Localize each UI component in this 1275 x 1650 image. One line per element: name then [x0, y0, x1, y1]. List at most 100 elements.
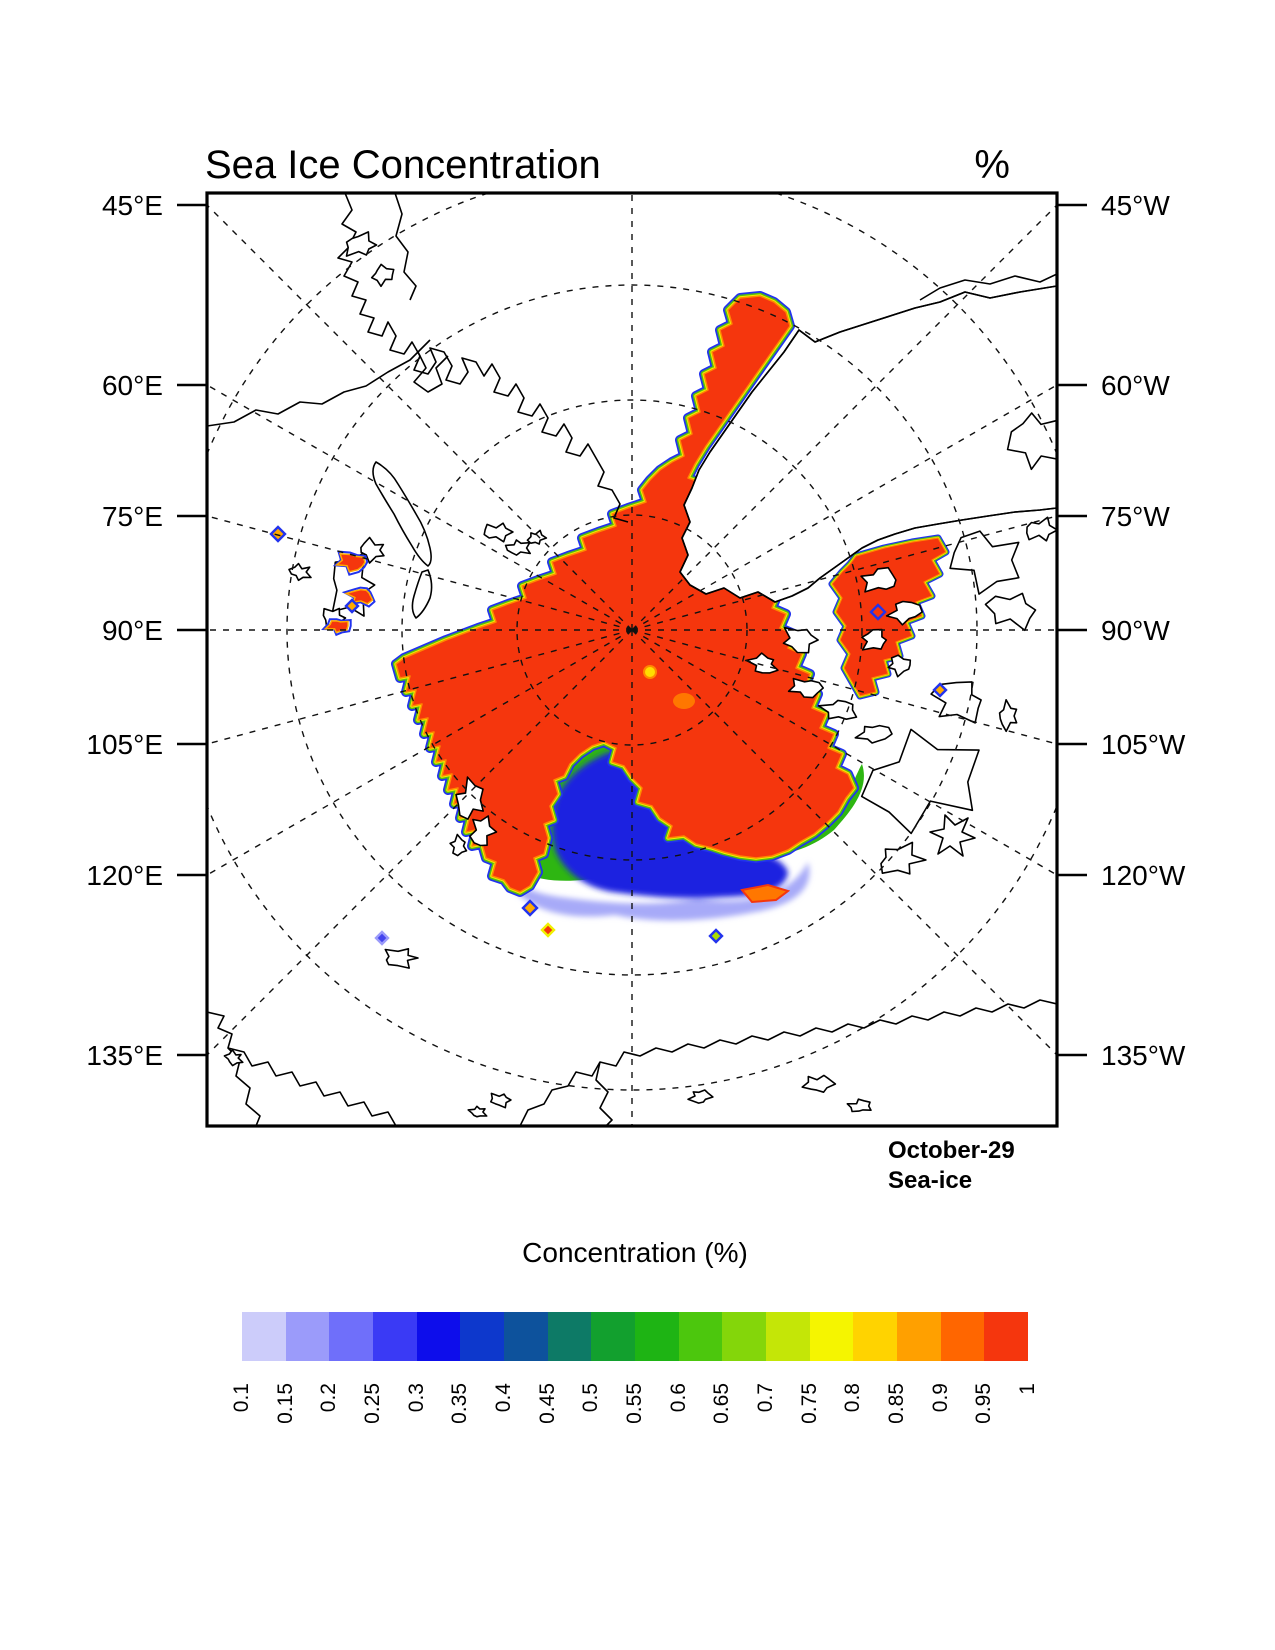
colorbar-tick-text: 0.9 [928, 1383, 952, 1413]
colorbar-tick-text: 1 [1016, 1383, 1039, 1395]
colorbar-tick-text: 0.8 [841, 1383, 865, 1413]
colorbar-tick-text: 0.1 [230, 1383, 253, 1413]
colorbar-tick-label: 0.15 [274, 1383, 298, 1493]
colorbar-tick-label: 0.75 [798, 1383, 822, 1493]
ellesmere-north-coast [919, 273, 1057, 301]
left-axis-label: 90°E [102, 615, 163, 646]
ice-diamond [269, 525, 287, 543]
colorbar-tick-label: 0.95 [972, 1383, 996, 1493]
colorbar-tick-text: 0.75 [797, 1383, 821, 1424]
scandinavia-russia-coast [337, 193, 629, 523]
colorbar-tick-text: 0.55 [623, 1383, 646, 1424]
chukotka-coast [207, 1011, 397, 1126]
ice-diamond [932, 682, 948, 698]
ice-diamond [521, 899, 539, 917]
right-axis-label: 75°W [1101, 501, 1170, 532]
ice-diamond [374, 930, 390, 946]
left-axis-label: 75°E [102, 501, 163, 532]
left-axis-label: 120°E [86, 860, 163, 891]
colorbar-tick-label: 0.25 [361, 1383, 385, 1493]
detached-ice-streak [740, 883, 791, 904]
colorbar-cell-0.45-0.5 [547, 1312, 592, 1361]
archipelago-island [860, 566, 897, 593]
plot-title: Sea Ice Concentration [205, 143, 601, 187]
variable-annotation: Sea-ice [888, 1167, 972, 1194]
colorbar-cell-0.8-0.85 [853, 1312, 898, 1361]
archipelago-island [984, 592, 1037, 632]
seward-peninsula [595, 1061, 613, 1126]
colorbar-tick-label: 0.9 [929, 1383, 953, 1493]
interior-anomaly-orange [673, 693, 695, 709]
wrangel-island [384, 948, 419, 969]
left-axis-label: 105°E [86, 729, 163, 760]
colorbar-tick-label: 0.85 [885, 1383, 909, 1493]
colorbar-tick-text: 0.95 [972, 1383, 996, 1424]
colorbar-cell-0.3-0.35 [416, 1312, 461, 1361]
colorbar-tick-text: 0.45 [535, 1383, 559, 1424]
greenland-coast [679, 285, 1057, 603]
colorbar-tick-label: 0.35 [448, 1383, 472, 1493]
island [998, 699, 1018, 733]
ice-diamond [344, 598, 360, 614]
colorbar-tick-text: 0.7 [754, 1383, 777, 1413]
colorbar-tick-label: 0.8 [841, 1383, 865, 1493]
kola-coast [207, 339, 431, 427]
archipelago-island [887, 654, 912, 678]
norway-fjords [394, 193, 417, 301]
franz-josef-islet [483, 522, 514, 543]
graticule [207, 193, 1057, 1126]
coastal-ice-patch [334, 553, 366, 573]
archipelago-island [782, 626, 819, 654]
colorbar-cell-0.65-0.7 [722, 1312, 767, 1361]
left-axis-label: 135°E [86, 1040, 163, 1071]
island [345, 231, 378, 257]
colorbar-cell-0.35-0.4 [460, 1312, 505, 1361]
colorbar-tick-label: 1 [1016, 1383, 1040, 1493]
franz-josef-islet [526, 529, 548, 545]
island [370, 263, 395, 288]
colorbar-tick-label: 0.2 [317, 1383, 341, 1493]
severnaya-islet [469, 815, 498, 847]
franz-josef-islet [504, 539, 531, 556]
colorbar-tick-label: 0.6 [667, 1383, 691, 1493]
colorbar-tick-text: 0.85 [885, 1383, 908, 1424]
colorbar-cell-0.7-0.75 [766, 1312, 810, 1361]
archipelago-island [745, 652, 779, 674]
left-axis-label: 60°E [102, 370, 163, 401]
colorbar-cell-0.85-0.9 [897, 1312, 941, 1361]
right-axis-label: 135°W [1101, 1040, 1186, 1071]
colorbar-tick-label: 0.5 [579, 1383, 603, 1493]
archipelago-island [860, 728, 980, 835]
colorbar-cell-0.95-1 [984, 1312, 1029, 1361]
colorbar-tick-label: 0.7 [754, 1383, 778, 1493]
meridian-axes: 45°E 60°E 75°E 90°E 105°E 120°E 135°E 45°W 60°W 7… [86, 190, 1186, 1071]
island [223, 1049, 244, 1067]
svalbard-w [288, 562, 312, 582]
colorbar-tick-text: 0.15 [273, 1383, 297, 1424]
right-axis-label: 105°W [1101, 729, 1186, 760]
alaska-coast [519, 999, 1057, 1126]
coastal-ice-patch-ring [332, 550, 369, 576]
ice-diamond [540, 922, 556, 938]
colorbar-title: Concentration (%) [522, 1237, 748, 1268]
colorbar-cell-0.25-0.3 [373, 1312, 417, 1361]
colorbar-tick-text: 0.35 [448, 1383, 472, 1424]
colorbar-tick-text: 0.2 [317, 1383, 341, 1413]
colorbar-cell-0.1-0.15 [242, 1312, 286, 1361]
colorbar-cell-0.2-0.25 [329, 1312, 374, 1361]
colorbar-tick-label: 0.45 [536, 1383, 560, 1493]
bering-island [467, 1105, 488, 1118]
svalbard-ne [360, 536, 385, 564]
date-annotation: October-29 [888, 1137, 1015, 1164]
colorbar-tick-text: 0.6 [666, 1383, 690, 1413]
archipelago-island [854, 724, 893, 744]
colorbar-cell-0.15-0.2 [285, 1312, 330, 1361]
novaya-zemlya-south [411, 569, 433, 619]
colorbar-tick-label: 0.1 [230, 1383, 254, 1493]
colorbar-cell-0.4-0.45 [504, 1312, 548, 1361]
colorbar-cell-0.9-0.95 [940, 1312, 985, 1361]
colorbar-tick-text: 0.25 [361, 1383, 384, 1424]
bering-island [490, 1092, 512, 1109]
map-frame [205, 191, 1059, 1128]
